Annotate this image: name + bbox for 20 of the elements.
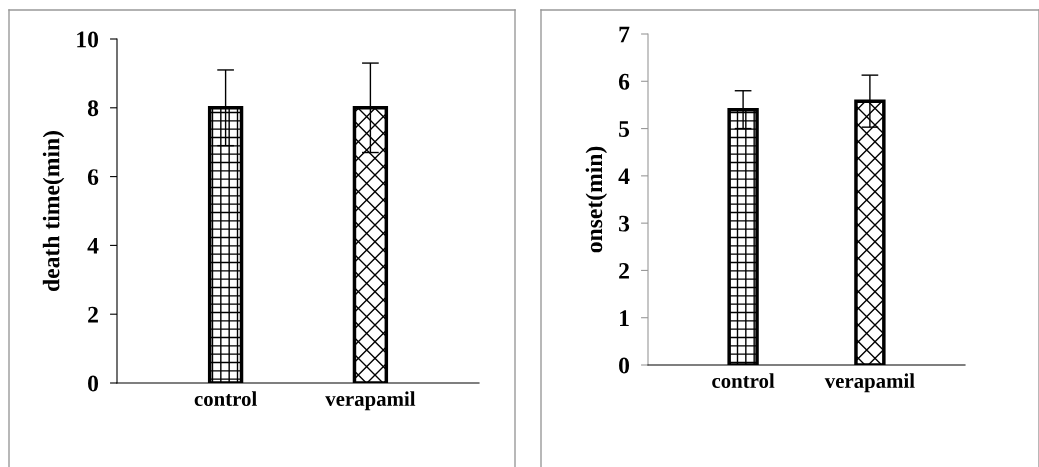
y-tick-label: 2 [88, 306, 98, 323]
y-tick-label: 6 [87, 169, 99, 186]
y-tick-label: 3 [619, 215, 630, 232]
y-tick-label: 10 [77, 31, 99, 48]
y-tick-label: 0 [88, 375, 99, 392]
y-tick-label: 8 [87, 100, 99, 117]
y-tick-label: 5 [619, 121, 630, 137]
y-axis-title: death time(min) [42, 131, 65, 292]
y-tick-label: 0 [619, 357, 630, 374]
x-tick-label: control [194, 391, 257, 406]
y-tick-label: 4 [87, 238, 99, 254]
y-tick-label: 6 [618, 73, 630, 90]
y-tick-label: 4 [618, 168, 630, 185]
y-tick-label: 2 [619, 262, 629, 279]
x-tick-label: verapamil [325, 391, 416, 411]
x-tick-label: verapamil [824, 373, 915, 393]
x-tick-label: control [712, 373, 775, 388]
y-axis-title: onset(min) [585, 146, 608, 253]
y-tick-label: 1 [620, 310, 629, 326]
y-tick-label: 7 [619, 26, 630, 43]
